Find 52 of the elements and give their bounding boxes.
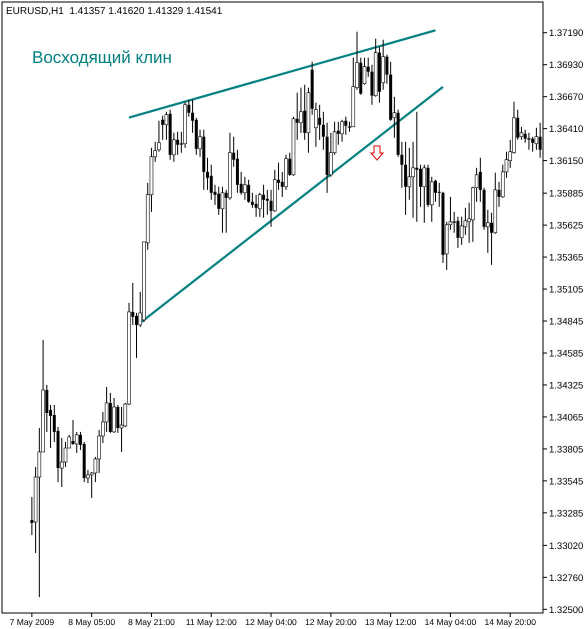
annotation: Восходящий клин [32, 48, 172, 67]
y-tick-label: 1.35365 [549, 252, 584, 264]
y-tick-label: 1.35625 [549, 220, 584, 232]
y-tick-label: 1.35105 [549, 284, 584, 296]
y-tick-label: 1.34065 [549, 412, 584, 424]
y-tick-label: 1.33020 [549, 540, 584, 552]
y-tick-label: 1.34585 [549, 348, 584, 360]
candlestick [217, 186, 220, 216]
x-tick-label: 12 May 20:00 [305, 617, 357, 627]
x-tick-label: 11 May 12:00 [186, 617, 237, 627]
x-tick-label: 14 May 20:00 [484, 617, 536, 627]
y-tick-label: 1.32760 [549, 572, 584, 584]
y-tick-label: 1.36150 [549, 156, 584, 168]
candlestick [527, 132, 531, 150]
y-tick-label: 1.35885 [549, 188, 584, 200]
y-tick-label: 1.36670 [549, 92, 584, 104]
candlestick [303, 84, 306, 140]
y-tick-label: 1.36410 [549, 124, 584, 136]
candlestick [415, 111, 418, 222]
candlestick [340, 119, 344, 142]
candlestick [524, 129, 527, 144]
x-tick-label: 7 May 2009 [10, 617, 54, 627]
candlestick [247, 179, 250, 204]
candlestick [71, 419, 74, 446]
y-tick-label: 1.34845 [549, 316, 584, 328]
y-tick-label: 1.33285 [549, 508, 584, 520]
candlestick [404, 141, 408, 216]
candlestick [318, 104, 322, 140]
y-tick-label: 1.36930 [549, 60, 584, 72]
candlestick [531, 136, 534, 152]
candlestick [534, 127, 538, 150]
y-tick-label: 1.33805 [549, 444, 584, 456]
y-tick-label: 1.34325 [549, 380, 584, 392]
x-tick-label: 12 May 04:00 [245, 617, 298, 627]
candlestick [254, 194, 258, 218]
x-tick-label: 14 May 04:00 [424, 617, 476, 627]
candlestick [262, 184, 266, 218]
y-tick-label: 1.32500 [549, 604, 584, 616]
chart-title: EURUSD,H1 1.41357 1.41620 1.41329 1.41541 [6, 6, 223, 17]
x-tick-label: 13 May 12:00 [364, 617, 417, 627]
y-tick-label: 1.37190 [549, 28, 584, 40]
y-tick-label: 1.33545 [549, 476, 584, 488]
x-tick-label: 8 May 21:00 [128, 617, 176, 627]
candlestick [120, 406, 124, 452]
candlestick [344, 116, 348, 136]
candlestick [220, 186, 224, 234]
x-tick-label: 8 May 05:00 [68, 617, 116, 627]
candlestick [456, 216, 460, 248]
candlestick [422, 164, 426, 224]
candlestick [243, 176, 247, 200]
candlestick [438, 182, 441, 208]
candlestick [176, 131, 180, 156]
